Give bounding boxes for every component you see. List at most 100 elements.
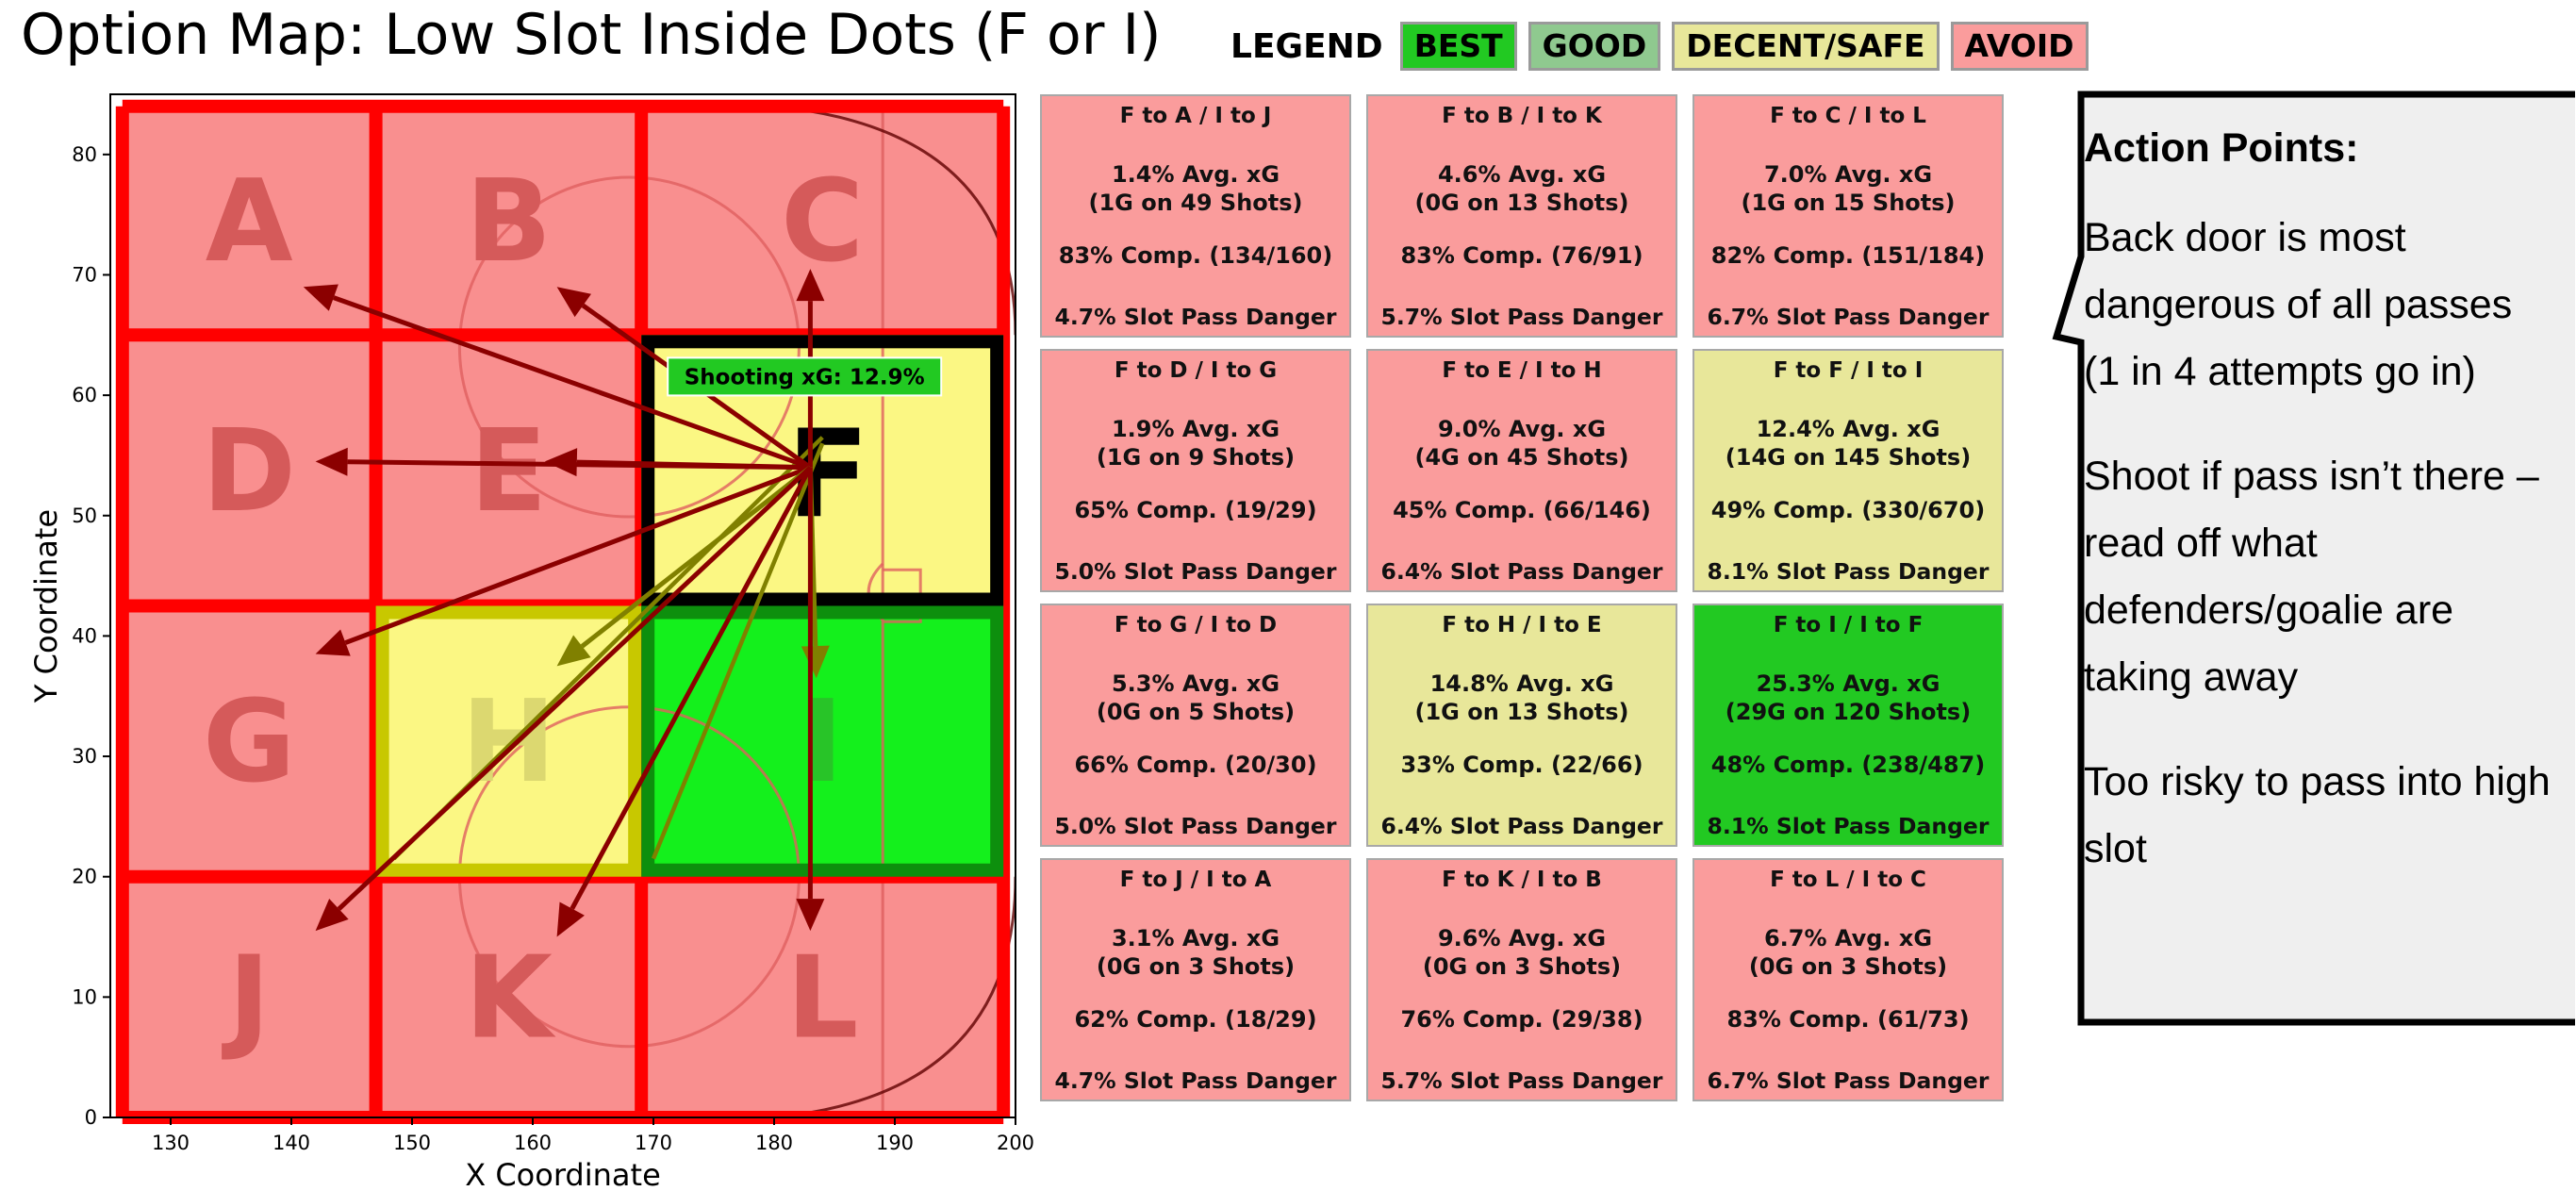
x-tick-label: 170 <box>635 1132 672 1154</box>
pass-card: F to D / I to G 1.9% Avg. xG (1G on 9 Shot… <box>1040 349 1351 592</box>
x-tick-label: 160 <box>514 1132 552 1154</box>
pass-arrowhead-a <box>303 284 339 311</box>
pass-card-shots: (0G on 3 Shots) <box>1096 953 1296 980</box>
pass-card-shots: (0G on 13 Shots) <box>1414 190 1629 216</box>
zone-letter-e: E <box>470 406 547 538</box>
zone-letter-i: I <box>801 677 844 808</box>
pass-card-heading: F to K / I to B <box>1442 868 1602 892</box>
y-tick-label: 0 <box>85 1106 97 1129</box>
pass-card: F to F / I to I 12.4% Avg. xG (14G on 145 … <box>1693 349 2004 592</box>
zone-d <box>122 335 376 606</box>
pass-card: F to A / I to J 1.4% Avg. xG (1G on 49 Sho… <box>1040 94 1351 338</box>
pass-arrow-j <box>337 465 813 911</box>
action-point-high-slot: Too risky to pass into high slot <box>2084 759 2551 871</box>
boards-corner-bottom <box>773 876 1016 1117</box>
pass-card-avg-xg: 7.0% Avg. xG (1G on 15 Shots) <box>1694 160 2002 217</box>
pass-card-avg-xg: 3.1% Avg. xG (0G on 3 Shots) <box>1042 924 1349 981</box>
pass-card-avg-xg: 25.3% Avg. xG (29G on 120 Shots) <box>1694 670 2002 726</box>
pass-card-heading: F to J / I to A <box>1119 868 1272 892</box>
pass-card-slot-danger: 5.0% Slot Pass Danger <box>1054 813 1337 839</box>
pass-card-completion: 83% Comp. (76/91) <box>1400 242 1643 269</box>
pass-card-heading: F to F / I to I <box>1773 358 1924 383</box>
legend-best: BEST <box>1399 22 1517 71</box>
pass-card-shots: (1G on 13 Shots) <box>1414 699 1629 725</box>
pass-arrow-e <box>576 459 811 471</box>
pass-card-heading: F to E / I to H <box>1442 358 1602 383</box>
pass-card: F to G / I to D 5.3% Avg. xG (0G on 5 Shot… <box>1040 604 1351 847</box>
y-tick-label: 30 <box>72 745 97 768</box>
zone-grid <box>122 106 1004 1117</box>
y-axis-label: Y Coordinate <box>28 509 64 703</box>
boards-corner-top <box>773 105 1016 336</box>
pass-card-slot-danger: 8.1% Slot Pass Danger <box>1707 558 1990 585</box>
legend-title: LEGEND <box>1230 26 1383 66</box>
zone-letters: A B C D E G H I J K L <box>202 157 864 1064</box>
x-tick-label: 200 <box>997 1132 1034 1154</box>
pass-card-slot-danger: 4.7% Slot Pass Danger <box>1054 1067 1337 1094</box>
pass-card-heading: F to B / I to K <box>1442 104 1602 128</box>
pass-card-shots: (1G on 15 Shots) <box>1741 190 1956 216</box>
pass-card: F to H / I to E 14.8% Avg. xG (1G on 13 Sh… <box>1366 604 1677 847</box>
pass-card-completion: 65% Comp. (19/29) <box>1074 497 1317 523</box>
zone-border-i <box>641 605 1004 877</box>
pass-card-avg-xg: 9.0% Avg. xG (4G on 45 Shots) <box>1368 415 1676 471</box>
zone-letter-a: A <box>206 157 293 288</box>
pass-card-completion: 76% Comp. (29/38) <box>1400 1006 1643 1033</box>
pass-arrowhead-d <box>315 447 348 476</box>
zone-b <box>375 106 642 336</box>
y-tick-label: 10 <box>72 985 97 1008</box>
pass-arrowhead-c <box>796 269 825 302</box>
zone-letter-c: C <box>781 157 864 288</box>
pass-card-completion: 49% Comp. (330/670) <box>1710 497 1986 523</box>
x-tick-label: 140 <box>272 1132 310 1154</box>
pass-card-shots: (29G on 120 Shots) <box>1725 699 1972 725</box>
pass-card-completion: 83% Comp. (61/73) <box>1726 1006 1970 1033</box>
x-axis-label: X Coordinate <box>465 1157 661 1191</box>
pass-card-shots: (0G on 5 Shots) <box>1096 699 1296 725</box>
x-tick-label: 180 <box>755 1132 793 1154</box>
shooting-xg-badge <box>667 356 943 397</box>
pass-card: F to I / I to F 25.3% Avg. xG (29G on 120 … <box>1693 604 2004 847</box>
zone-border-h <box>375 605 642 877</box>
pass-card-shots: (1G on 9 Shots) <box>1096 444 1296 471</box>
pass-card-completion: 66% Comp. (20/30) <box>1074 752 1317 778</box>
option-map-chart: A B CD EG H IJ K L F 130 140 150 160 170 180 190 20001… <box>28 93 1034 1191</box>
pass-card-grid: F to A / I to J 1.4% Avg. xG (1G on 49 Sho… <box>1040 94 2004 1101</box>
pass-arrow-a <box>332 295 812 471</box>
plot-frame <box>109 93 1016 1118</box>
pass-arrowhead-e <box>544 448 578 477</box>
pass-card-heading: F to L / I to C <box>1770 868 1926 892</box>
y-tick-label: 40 <box>72 624 97 647</box>
zone-letter-l: L <box>786 933 858 1064</box>
pass-arrowhead-b <box>556 287 591 318</box>
pass-card-slot-danger: 6.4% Slot Pass Danger <box>1380 813 1663 839</box>
pass-card-slot-danger: 6.7% Slot Pass Danger <box>1707 1067 1990 1094</box>
pass-card-heading: F to C / I to L <box>1770 104 1926 128</box>
action-points-callout <box>2052 91 2575 1026</box>
zone-letter-j: J <box>222 933 271 1064</box>
pass-card-avg-xg: 6.7% Avg. xG (0G on 3 Shots) <box>1694 924 2002 981</box>
pass-card-avg-xg: 12.4% Avg. xG (14G on 145 Shots) <box>1694 415 2002 471</box>
zone-letter-h: H <box>461 677 555 808</box>
pass-card-avg-xg: 1.4% Avg. xG (1G on 49 Shots) <box>1042 160 1349 217</box>
action-points: Action Points: Back door is most dangero… <box>2084 115 2555 920</box>
y-tick-label: 20 <box>72 866 97 888</box>
zone-letter-b: B <box>466 157 552 288</box>
zone-letter-g: G <box>203 677 296 808</box>
pass-arrowhead-k <box>556 902 585 937</box>
pass-line <box>651 442 825 860</box>
pass-card-completion: 33% Comp. (22/66) <box>1400 752 1643 778</box>
y-tick-label: 60 <box>72 384 97 406</box>
zone-letter-k: K <box>465 933 556 1064</box>
pass-arrowhead-j <box>315 898 349 932</box>
pass-card-slot-danger: 5.7% Slot Pass Danger <box>1380 304 1663 330</box>
legend-good: GOOD <box>1527 22 1661 71</box>
y-tick-label: 70 <box>72 263 97 286</box>
y-tick-label: 80 <box>72 143 97 166</box>
pass-card: F to L / I to C 6.7% Avg. xG (0G on 3 Shot… <box>1693 858 2004 1101</box>
pass-card-completion: 83% Comp. (134/160) <box>1058 242 1333 269</box>
x-tick-label: 190 <box>876 1132 914 1154</box>
pass-arrow-k <box>570 466 813 910</box>
action-point-back-door: Back door is most dangerous of all passe… <box>2084 215 2513 394</box>
chart-title: Option Map: Low Slot Inside Dots (F or I… <box>21 2 1162 68</box>
